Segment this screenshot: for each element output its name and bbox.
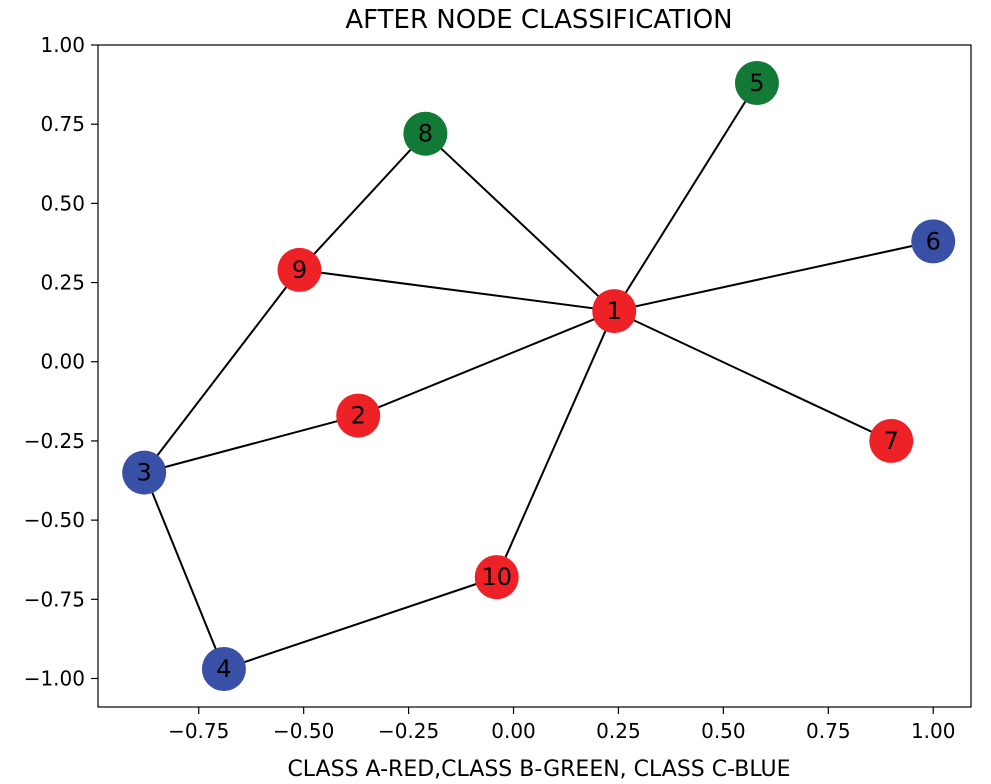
edge-1-8 [424, 132, 615, 312]
y-tick-label: −0.75 [24, 587, 85, 611]
node-4: 4 [201, 646, 246, 691]
node-label: 6 [926, 227, 941, 255]
chart-title: AFTER NODE CLASSIFICATION [345, 5, 732, 35]
edge-1-7 [613, 310, 892, 442]
y-tick-label: 0.50 [40, 191, 85, 215]
node-3: 3 [122, 450, 167, 495]
y-tick-label: 0.25 [40, 271, 85, 295]
node-marker [336, 393, 381, 438]
x-tick-label: 1.00 [911, 719, 956, 743]
y-tick-label: −0.50 [24, 508, 85, 532]
node-label: 8 [418, 120, 433, 148]
edge-1-5 [613, 82, 758, 312]
x-axis-label: CLASS A-RED,CLASS B-GREEN, CLASS C-BLUE [287, 757, 790, 782]
node-marker [277, 247, 322, 292]
node-label: 2 [351, 402, 366, 430]
node-6: 6 [911, 219, 956, 264]
node-2: 2 [336, 393, 381, 438]
edges-layer [143, 82, 934, 670]
node-marker [201, 646, 246, 691]
node-label: 9 [292, 256, 307, 284]
y-tick-label: −0.25 [24, 429, 85, 453]
node-marker [122, 450, 167, 495]
node-marker [403, 111, 448, 156]
x-axis: −0.75 −0.50 −0.25 0.00 0.25 0.50 0.75 1.00 [168, 707, 955, 743]
y-tick-label: −1.00 [24, 666, 85, 690]
edge-2-3 [143, 414, 359, 474]
edge-1-10 [495, 310, 616, 578]
x-tick-label: 0.75 [806, 719, 851, 743]
node-5: 5 [734, 61, 779, 106]
node-marker [592, 289, 637, 334]
x-tick-label: 0.00 [491, 719, 536, 743]
y-tick-label: 0.75 [40, 112, 85, 136]
node-marker [734, 61, 779, 106]
y-tick-label: 1.00 [40, 33, 85, 57]
x-tick-label: −0.25 [378, 719, 439, 743]
node-label: 3 [137, 459, 152, 487]
edge-1-6 [614, 240, 934, 313]
edge-1-9 [299, 268, 615, 313]
edge-1-2 [357, 310, 615, 417]
x-tick-label: 0.25 [596, 719, 641, 743]
y-axis: 1.00 0.75 0.50 0.25 0.00 −0.25 −0.50 −0.75 −1.00 [24, 33, 98, 690]
node-10: 10 [474, 555, 519, 600]
axes-frame [97, 44, 972, 708]
edge-8-9 [298, 133, 427, 271]
x-tick-label: −0.50 [273, 719, 334, 743]
node-label: 10 [481, 563, 512, 591]
node-1: 1 [592, 289, 637, 334]
node-label: 7 [884, 427, 899, 455]
edge-3-4 [143, 472, 225, 670]
y-tick-label: 0.00 [40, 350, 85, 374]
x-tick-label: −0.75 [168, 719, 229, 743]
node-label: 5 [749, 69, 764, 97]
edge-4-10 [223, 576, 498, 670]
node-9: 9 [277, 247, 322, 292]
node-8: 8 [403, 111, 448, 156]
node-marker [911, 219, 956, 264]
node-label: 4 [216, 655, 231, 683]
node-7: 7 [869, 418, 914, 463]
nodes-layer: 1 2 3 4 5 6 7 8 9 10 [122, 61, 956, 691]
node-marker [474, 555, 519, 600]
node-label: 1 [607, 297, 622, 325]
edge-9-3 [143, 269, 301, 474]
x-tick-label: 0.50 [701, 719, 746, 743]
node-marker [869, 418, 914, 463]
